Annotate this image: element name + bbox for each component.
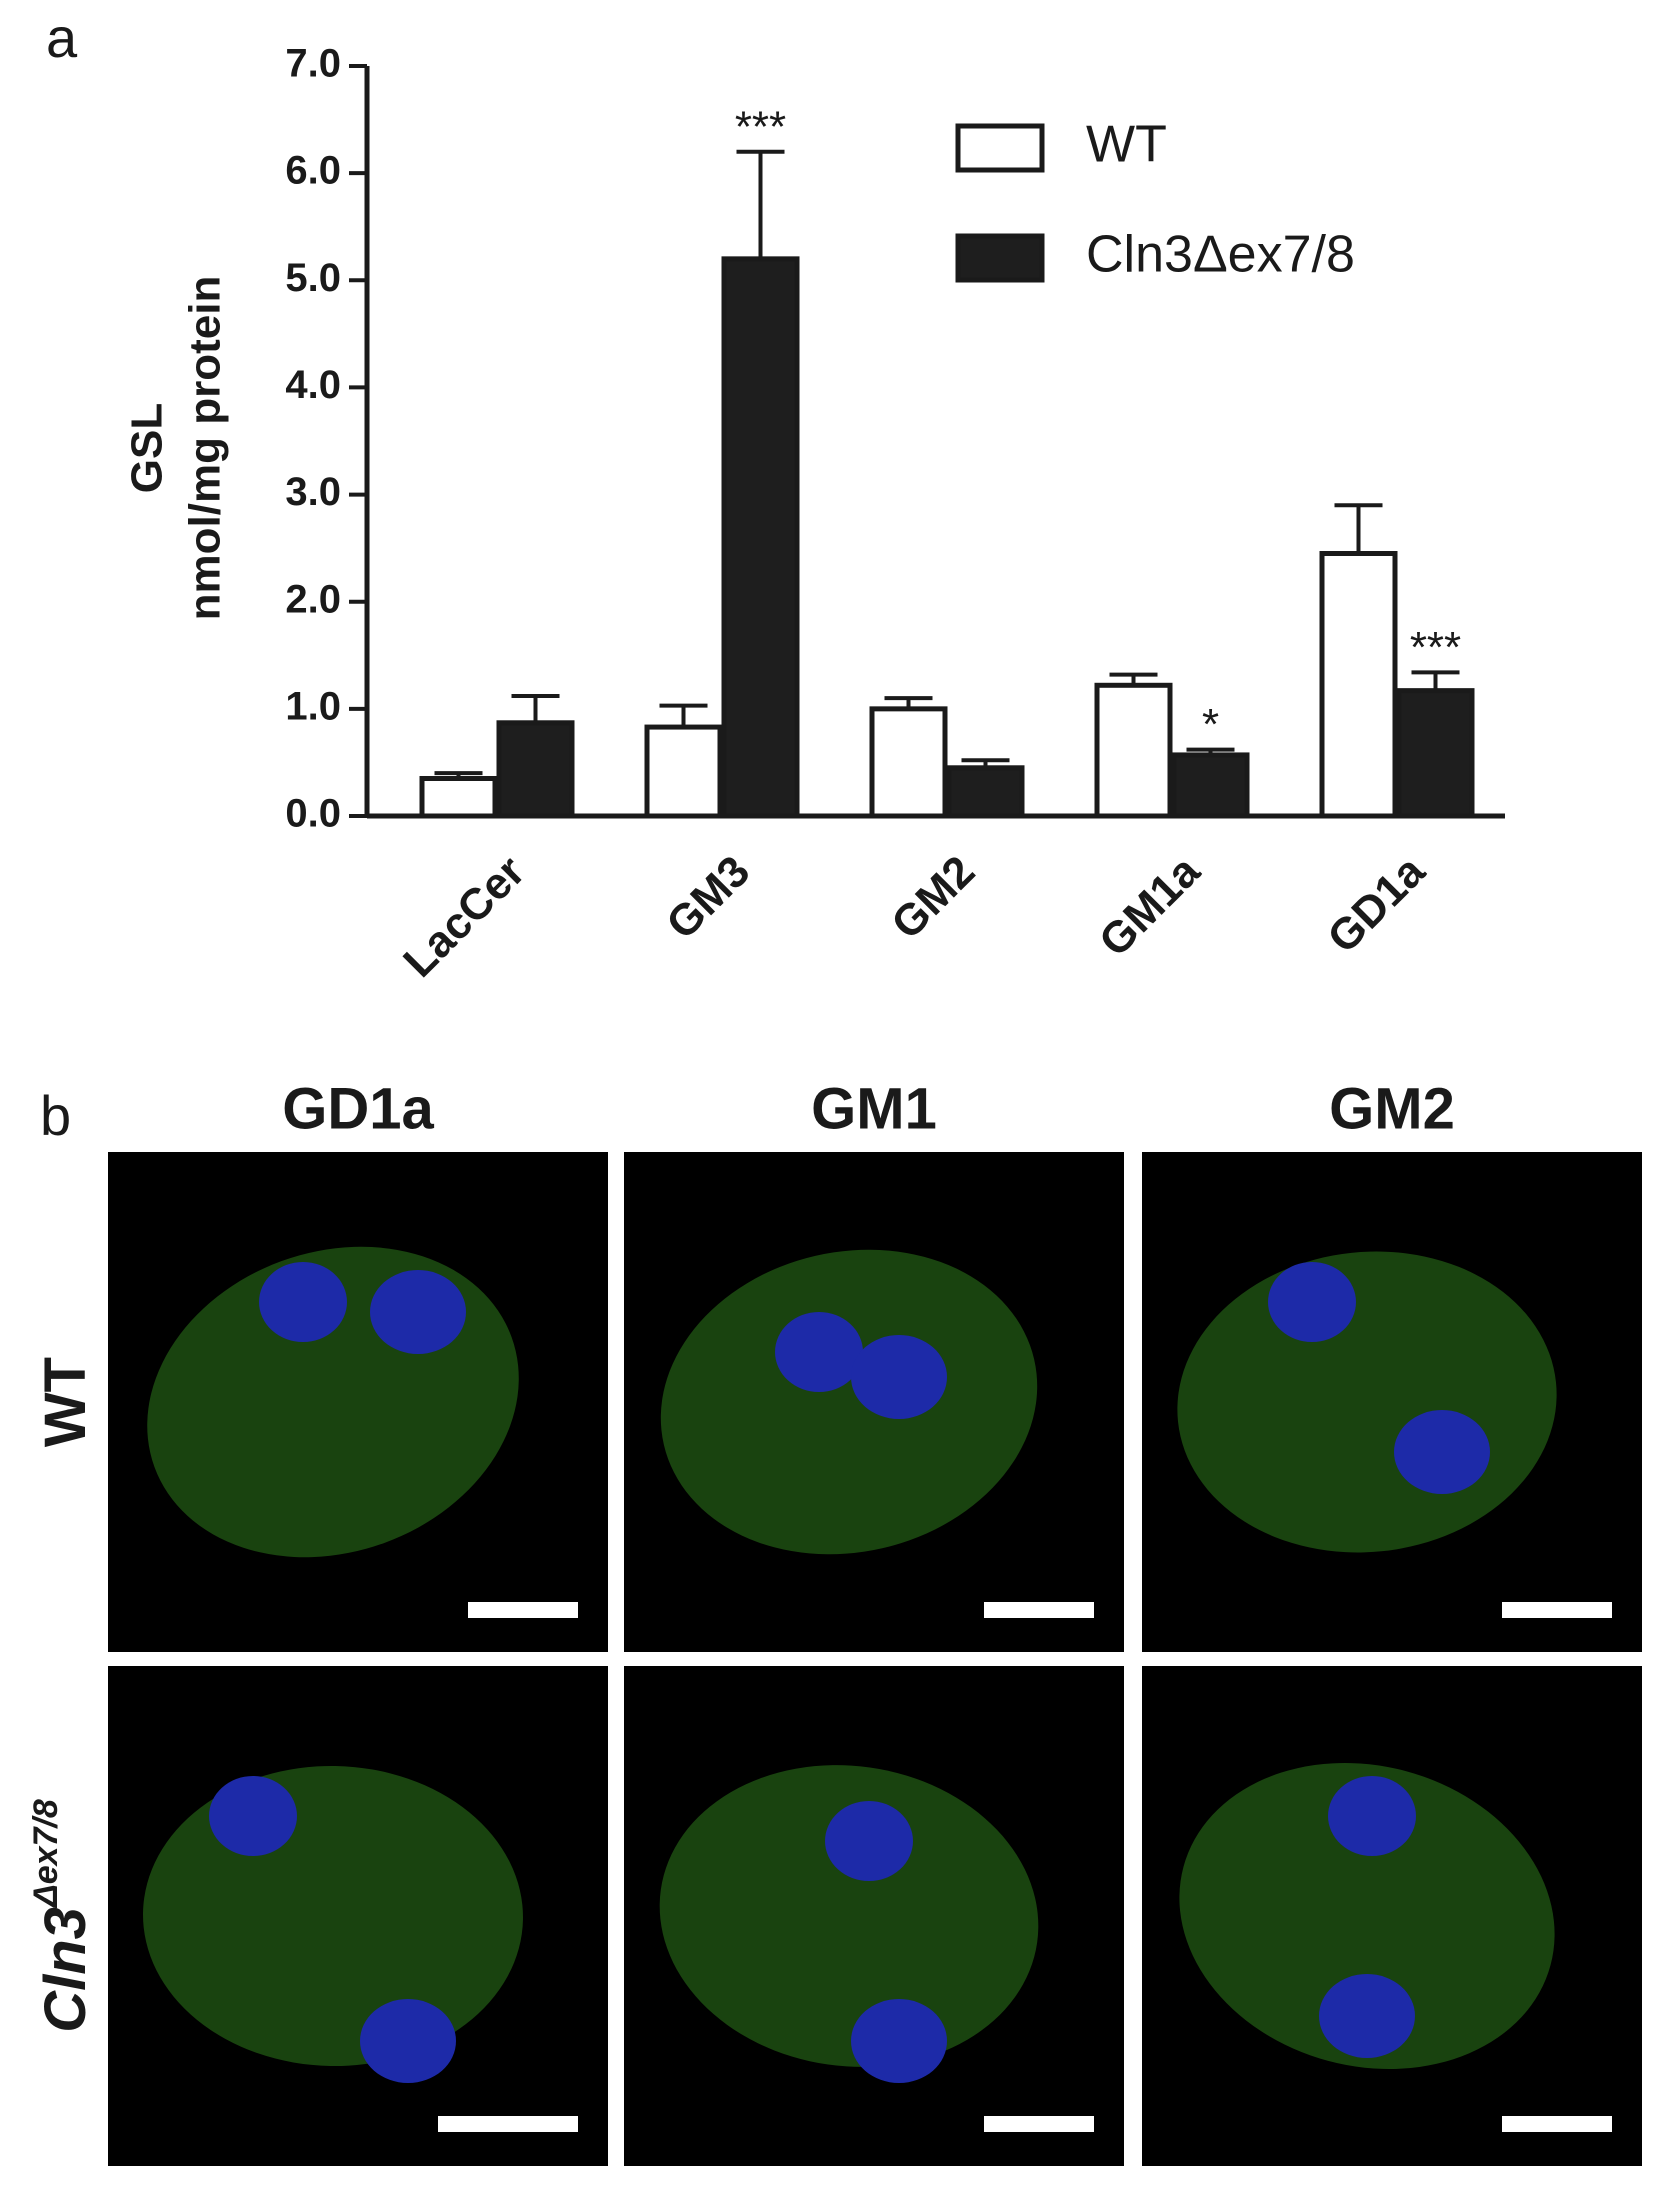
bar [721,256,800,819]
y-tick-label: 2.0 [285,577,341,621]
legend-swatch [955,233,1045,283]
nucleus [1268,1262,1356,1342]
nucleus [259,1262,347,1342]
panel-label: b [40,1084,71,1147]
nucleus [1394,1410,1490,1494]
column-header: GD1a [282,1076,434,1141]
significance-label: *** [735,102,786,151]
scale-bar [984,1602,1094,1618]
nucleus [209,1776,297,1856]
nucleus [360,1999,456,2083]
y-axis-label: nmol/mg protein [181,276,230,621]
nucleus [370,1270,466,1354]
bar [1171,752,1250,819]
cell-body [1179,1762,1555,2070]
bar [419,776,498,819]
significance-label: *** [1410,623,1461,672]
bar [1319,551,1398,819]
x-tick-label: GM3 [657,847,759,949]
y-tick-label: 6.0 [285,149,341,193]
row-label-name: WT [33,1357,98,1447]
scale-bar [1502,2116,1612,2132]
row-label-name: Cln3 [33,1907,98,2033]
nucleus [775,1312,863,1392]
y-tick-label: 5.0 [285,256,341,300]
bar [946,765,1025,819]
row-label: WT [33,1357,98,1447]
x-tick-label: GM1a [1090,846,1210,966]
y-axis-label: GSL [123,403,172,493]
y-tick-label: 7.0 [285,42,341,86]
legend-label: Cln3Δex7/8 [1086,226,1355,284]
x-tick-label: GM2 [882,847,984,949]
scale-bar [1502,1602,1612,1618]
bar [496,720,575,819]
bar [1094,682,1173,819]
y-tick-label: 4.0 [285,363,341,407]
nucleus [851,1335,947,1419]
x-tick-label: LacCer [394,847,534,987]
panel-label: a [46,6,78,69]
bar [1396,688,1475,819]
bar [644,724,723,819]
scale-bar [468,1602,578,1618]
x-tick-label: GD1a [1318,846,1434,962]
cell-body [660,1249,1038,1555]
column-header: GM2 [1329,1076,1455,1141]
row-label-superscript: Δex7/8 [27,1799,65,1909]
bar [869,706,948,819]
y-tick-label: 3.0 [285,470,341,514]
column-header: GM1 [811,1076,937,1141]
y-tick-label: 0.0 [285,792,341,836]
row-label: Cln3Δex7/8 [27,1799,98,2033]
y-tick-label: 1.0 [285,684,341,728]
scale-bar [438,2116,578,2132]
legend-label: WT [1086,116,1167,174]
nucleus [1319,1974,1415,2058]
scale-bar [984,2116,1094,2132]
nucleus [851,1999,947,2083]
nucleus [825,1801,913,1881]
legend-swatch [955,123,1045,173]
nucleus [1328,1776,1416,1856]
cell-body [659,1765,1039,2067]
significance-label: * [1202,700,1219,749]
